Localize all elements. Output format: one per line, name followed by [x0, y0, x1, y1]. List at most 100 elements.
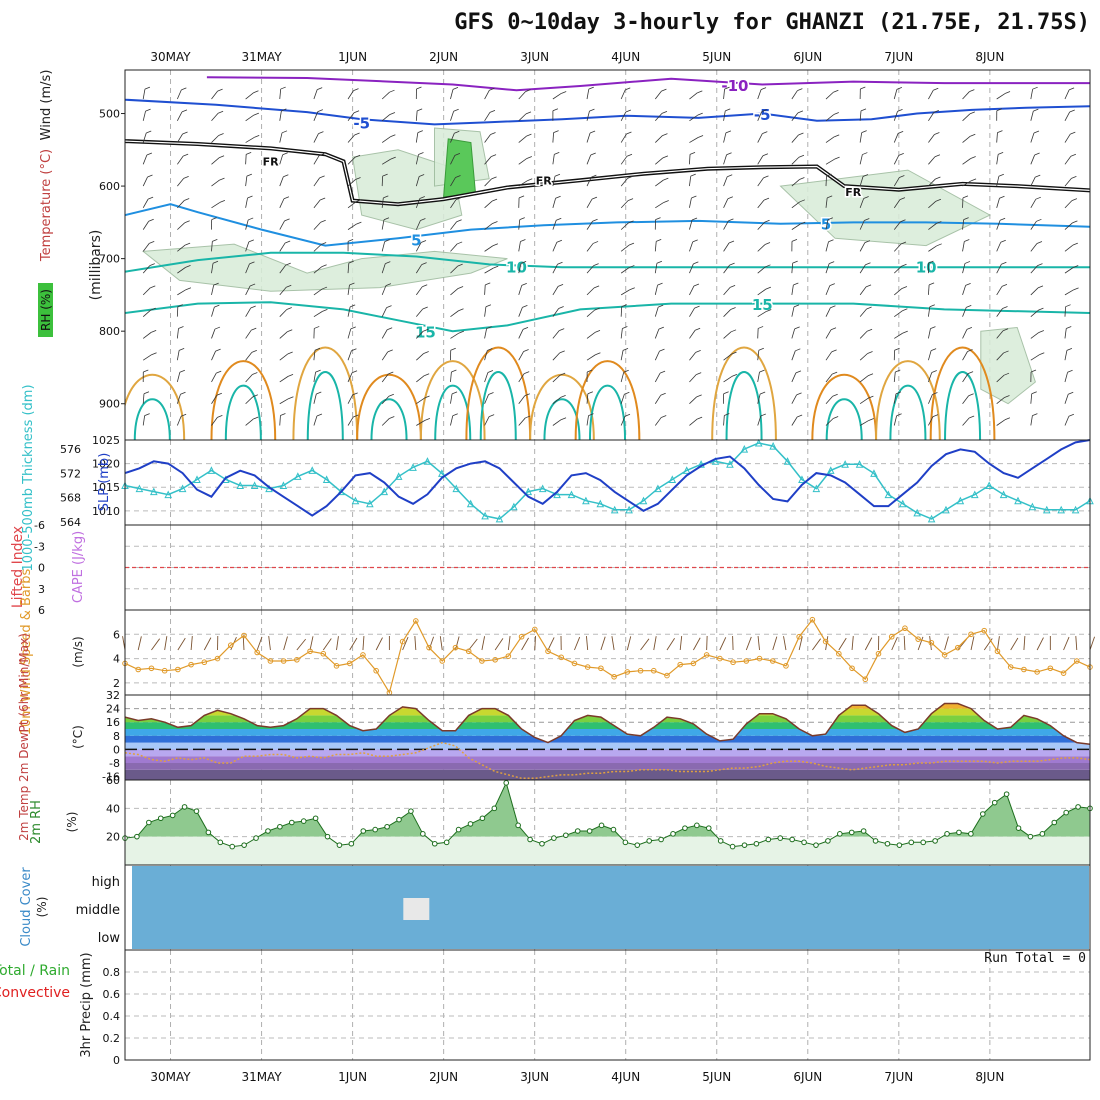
surface-wind-barb	[812, 638, 821, 651]
wind-speed-marker	[928, 639, 935, 646]
wind-barb-flag	[1004, 91, 1011, 94]
wind-speed-line	[124, 618, 1091, 695]
contour-label: 10	[506, 258, 527, 276]
wind-barb-flag	[1068, 87, 1075, 91]
wind-barb	[450, 393, 453, 404]
wind-barb	[723, 287, 731, 296]
wind-barb-flag	[553, 130, 559, 133]
rh-marker	[741, 842, 748, 848]
rh-marker	[765, 836, 772, 843]
wind-speed-marker	[1021, 666, 1027, 673]
wind-barb	[996, 93, 1006, 100]
wind-barb-flag	[965, 283, 971, 286]
wind-barb-flag	[831, 371, 838, 375]
wind-barb-flag	[863, 196, 869, 199]
wind-barb-flag	[694, 327, 701, 331]
wind-unit-label: (m/s)	[71, 636, 85, 667]
thickness-axis-label: 1000-500mb Thickness (dm)	[21, 384, 36, 571]
wind-barb	[381, 351, 389, 361]
wind-barb-flag	[795, 370, 802, 374]
thickness-marker	[970, 490, 979, 499]
wind-barb	[962, 373, 969, 383]
thickness-marker	[250, 481, 259, 490]
wind-barb-flag	[217, 110, 224, 114]
wind-barb-flag	[695, 350, 701, 353]
temp-axis-label: 2m Temp 2m DewPt (6hr Min/Max)	[17, 633, 31, 841]
thickness-tick-label: 572	[60, 467, 81, 480]
wind-barb	[1030, 265, 1038, 274]
wind-barb	[825, 351, 832, 361]
wind-barb	[893, 89, 898, 100]
wind-barb-flag	[966, 305, 972, 308]
wind-barb	[1064, 394, 1069, 404]
wind-barb	[859, 330, 868, 339]
warm-isotherm	[811, 373, 878, 440]
wind-barb-flag	[456, 241, 463, 245]
surface-wind-barb	[693, 637, 701, 651]
wind-barb-flag	[663, 177, 669, 181]
wind-barb	[211, 179, 220, 187]
wind-barb	[552, 242, 558, 252]
wind-barb	[1064, 89, 1070, 100]
wind-barb-flag	[589, 130, 596, 134]
thickness-marker	[308, 466, 317, 474]
wind-barb	[757, 89, 762, 100]
li-tick-label: 3	[38, 583, 45, 596]
wind-barb-flag	[1038, 330, 1045, 333]
wind-barb	[211, 285, 215, 295]
wind-barb	[415, 242, 422, 252]
wind-speed-marker	[413, 618, 419, 624]
wind-barb	[245, 263, 250, 274]
wind-barb-flag	[253, 112, 259, 116]
rh-marker	[241, 842, 247, 848]
wind-barb-flag	[834, 134, 840, 138]
wind-barb-flag	[998, 173, 1004, 177]
wind-barb	[996, 198, 1000, 208]
wind-barb	[245, 154, 247, 165]
wind-barb-flag	[902, 308, 908, 312]
wind-barb	[347, 179, 356, 187]
slp-tick-label: 1010	[92, 505, 120, 518]
wind-barb	[586, 354, 596, 361]
wind-barb	[757, 350, 760, 361]
wind-barb-flag	[524, 393, 530, 397]
wind-barb	[655, 157, 664, 165]
wind-barb-flag	[798, 132, 804, 136]
wind-barb-flag	[797, 110, 804, 114]
wind-barb-flag	[997, 152, 1004, 155]
wind-barb	[176, 89, 182, 100]
wind-barb	[689, 92, 698, 100]
wind-barb-flag	[1038, 307, 1044, 311]
wind-barb	[279, 198, 285, 209]
x-tick-label-bottom: 2JUN	[429, 1070, 458, 1084]
wind-barb	[962, 395, 969, 404]
wind-speed-marker	[465, 648, 472, 655]
wind-barb-flag	[1069, 109, 1075, 113]
wind-barb-flag	[1070, 131, 1076, 135]
wind-barb-flag	[389, 112, 396, 115]
wind-barb	[996, 397, 1005, 405]
wind-barb	[654, 372, 661, 383]
wind-barb	[347, 306, 351, 317]
li-tick-label: 0	[38, 562, 45, 575]
wind-barb	[825, 136, 835, 143]
wind-barb-flag	[834, 156, 840, 160]
thickness-marker	[754, 438, 763, 447]
wind-barb	[415, 176, 420, 187]
wind-barb	[757, 177, 764, 187]
wind-barb-flag	[591, 196, 598, 200]
wind-barb-flag	[964, 239, 970, 242]
wind-barb-flag	[691, 217, 698, 221]
wind-barb-flag	[485, 282, 491, 286]
wind-barb-flag	[315, 369, 321, 373]
wind-barb	[279, 309, 288, 317]
thickness-marker	[942, 505, 950, 514]
thickness-marker	[582, 496, 590, 505]
wind-barb-flag	[350, 326, 356, 330]
thickness-marker	[495, 514, 504, 523]
wind-barb	[620, 372, 625, 383]
wind-barb	[552, 419, 562, 426]
wind-barb	[381, 418, 390, 426]
wind-barb	[1064, 156, 1072, 165]
wind-barb	[211, 241, 213, 252]
